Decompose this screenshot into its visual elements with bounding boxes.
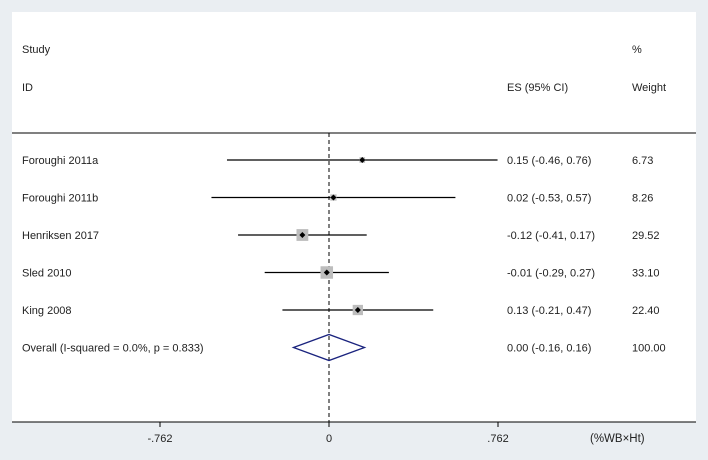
weight-value: 8.26: [632, 193, 653, 205]
es-ci-value: -0.12 (-0.41, 0.17): [507, 230, 595, 242]
es-ci-value: 0.15 (-0.46, 0.76): [507, 155, 591, 167]
header-study: Study: [22, 44, 51, 56]
point-estimate: [323, 269, 330, 276]
es-ci-value: -0.01 (-0.29, 0.27): [507, 268, 595, 280]
overall-diamond: [291, 333, 367, 362]
study-label: Foroughi 2011a: [22, 155, 99, 167]
x-tick-label: 0: [326, 433, 332, 445]
point-estimate: [354, 307, 361, 313]
study-label: King 2008: [22, 305, 72, 317]
point-estimate: [299, 232, 306, 238]
es-ci-value: 0.13 (-0.21, 0.47): [507, 305, 591, 317]
x-axis-ticks: -.762 0 .762: [147, 422, 509, 445]
es-ci-value: 0.02 (-0.53, 0.57): [507, 193, 591, 205]
study-label: Foroughi 2011b: [22, 193, 98, 205]
x-axis-label: (%WB×Ht): [590, 433, 645, 445]
x-tick-label: -.762: [147, 433, 172, 445]
overall-es-ci-value: 0.00 (-0.16, 0.16): [507, 343, 591, 355]
forest-labels: Foroughi 2011a 0.15 (-0.46, 0.76) 6.73 Foro…: [22, 155, 666, 355]
study-label: Henriksen 2017: [22, 230, 99, 242]
overall-weight-value: 100.00: [632, 343, 666, 355]
weight-value: 6.73: [632, 155, 653, 167]
x-tick-label: .762: [487, 433, 508, 445]
header-es-ci: ES (95% CI): [507, 82, 568, 94]
weight-value: 22.40: [632, 305, 660, 317]
forest-marks: [211, 133, 498, 422]
plot-panel: [12, 12, 696, 422]
header-id: ID: [22, 82, 33, 94]
study-label: Sled 2010: [22, 268, 72, 280]
overall-label: Overall (I-squared = 0.0%, p = 0.833): [22, 343, 204, 355]
weight-value: 33.10: [632, 268, 660, 280]
point-estimate: [330, 194, 337, 201]
header-weight-percent: %: [632, 44, 642, 56]
point-estimate: [359, 157, 366, 163]
header-weight: Weight: [632, 82, 666, 94]
weight-value: 29.52: [632, 230, 660, 242]
